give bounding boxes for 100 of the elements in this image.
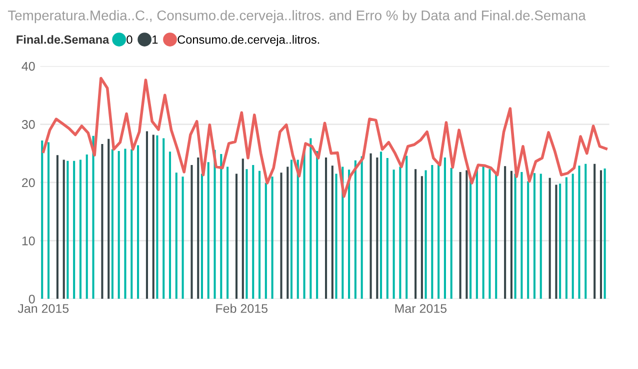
bar [370,153,372,299]
bar [190,165,193,299]
bar [392,170,395,299]
x-tick-label: Feb 2015 [216,304,268,313]
bar [197,157,200,299]
bar [584,164,587,299]
bar [488,169,491,299]
bar [376,157,378,299]
bar [264,183,267,299]
bar [168,152,172,299]
bar [200,174,203,299]
bar [252,165,254,299]
bar [207,162,210,299]
bar [466,170,468,299]
bar [258,170,261,299]
bar [152,134,154,299]
bar [459,172,462,299]
y-tick-label: 30 [22,120,35,129]
bar [548,178,551,299]
line-series [42,76,608,198]
bar [360,156,363,299]
bar [235,174,238,299]
y-tick-label: 40 [22,62,35,71]
bar [406,156,408,299]
bar [101,144,104,299]
bar [450,168,452,299]
bar [325,157,328,299]
bar [414,169,417,299]
bar [79,160,82,299]
bar [182,176,184,299]
y-tick-label: 10 [22,236,35,246]
bar [118,151,120,299]
bar [73,160,76,299]
chart-title: Temperatura.Media..C., Consumo.de.cerveja..litros. and Erro % by Data and Final.de.Semana [8,10,586,24]
bar [438,165,440,299]
bar [559,184,562,299]
bar [214,150,216,299]
bar [420,176,423,299]
y-tick-label: 0 [28,294,35,304]
bar [242,158,244,299]
bar [86,154,88,299]
bar [271,176,274,299]
bar [286,166,289,299]
bar [146,131,148,299]
bar [386,158,388,299]
bar [572,174,574,299]
bar [380,152,382,299]
bar [62,160,65,299]
bar [354,160,356,299]
bar [56,155,58,299]
bar [335,174,338,299]
bar [290,160,293,299]
bar [296,160,299,299]
bar [111,149,114,299]
bar [594,164,596,299]
bar [444,157,446,299]
bar [130,149,133,299]
bar [66,160,69,299]
bar [348,170,350,299]
bar [92,136,94,299]
bar [108,138,110,299]
bar [482,166,484,299]
bar [555,184,558,299]
bar [504,166,506,299]
bar [246,169,248,299]
bar [162,138,165,299]
bar [137,145,140,299]
bar [495,173,498,299]
bar [540,174,542,299]
legend-title: Final.de.Semana [16,35,110,44]
bar [303,150,306,299]
bar [514,174,516,299]
bar [220,154,222,299]
bar [520,172,523,299]
bar [578,166,580,299]
bar [331,166,334,299]
bar [280,172,282,299]
bar [510,170,512,299]
bar [316,151,318,299]
bar [47,142,50,299]
bar [565,177,568,299]
legend-label: Consumo.de.cerveja..litros. [178,35,320,46]
bar [424,170,427,299]
bar [600,170,602,299]
bar [156,135,158,299]
bar [431,165,434,299]
bar [604,168,606,299]
y-tick-label: 20 [22,178,35,188]
bar [226,166,229,299]
bar [533,173,536,299]
bar [41,140,44,299]
bar [175,172,178,299]
bar [527,181,530,299]
legend-label: 0 [126,35,132,44]
x-tick-label: Mar 2015 [395,304,447,313]
legend-label: 1 [152,36,158,44]
bar [124,148,126,299]
bar [399,166,402,299]
x-tick-label: Jan 2015 [18,304,69,313]
bar [310,138,312,299]
